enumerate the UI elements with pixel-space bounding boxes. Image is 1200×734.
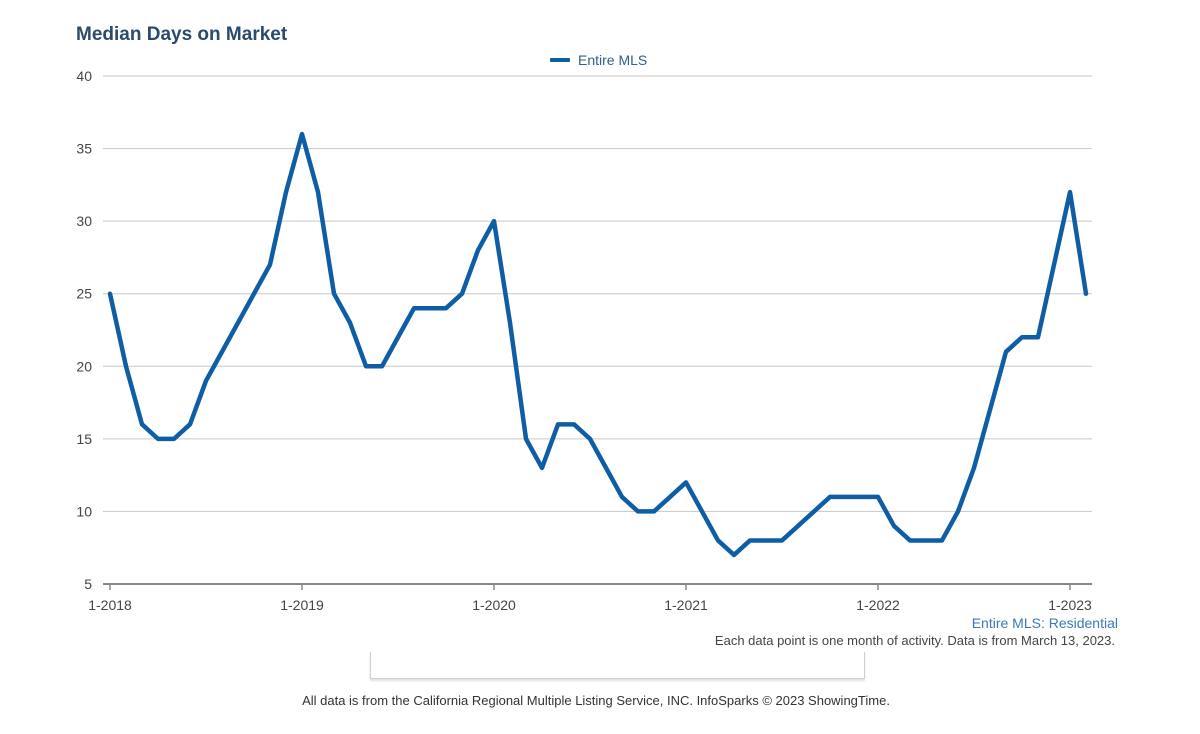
series-source-label: Entire MLS: Residential xyxy=(971,615,1118,631)
y-tick-label: 35 xyxy=(76,141,92,157)
x-tick-label: 1-2018 xyxy=(88,597,132,613)
x-tick-label: 1-2022 xyxy=(856,597,900,613)
x-tick-label: 1-2020 xyxy=(472,597,516,613)
line-chart: 5 10 15 20 25 30 35 40 1-2018 1-2019 1-2020 1-2021 1… xyxy=(76,68,1092,613)
y-tick-label: 30 xyxy=(76,213,92,229)
x-tick-label: 1-2023 xyxy=(1048,597,1092,613)
y-tick-label: 20 xyxy=(76,358,92,374)
x-tick-label: 1-2019 xyxy=(280,597,324,613)
series-line-entire-mls xyxy=(107,131,1089,558)
range-scrollbar[interactable] xyxy=(370,652,865,679)
y-tick-label: 10 xyxy=(76,503,92,519)
y-tick-label: 5 xyxy=(84,576,92,592)
legend-swatch xyxy=(550,58,570,62)
legend-label: Entire MLS xyxy=(578,52,648,68)
y-tick-label: 15 xyxy=(76,431,92,447)
y-tick-label: 40 xyxy=(76,68,92,84)
data-note: Each data point is one month of activity… xyxy=(714,633,1115,648)
chart-title: Median Days on Market xyxy=(76,24,288,45)
copyright-text: All data is from the California Regional… xyxy=(302,693,890,708)
x-tick-label: 1-2021 xyxy=(664,597,708,613)
legend[interactable]: Entire MLS xyxy=(550,52,647,68)
y-tick-label: 25 xyxy=(76,286,92,302)
